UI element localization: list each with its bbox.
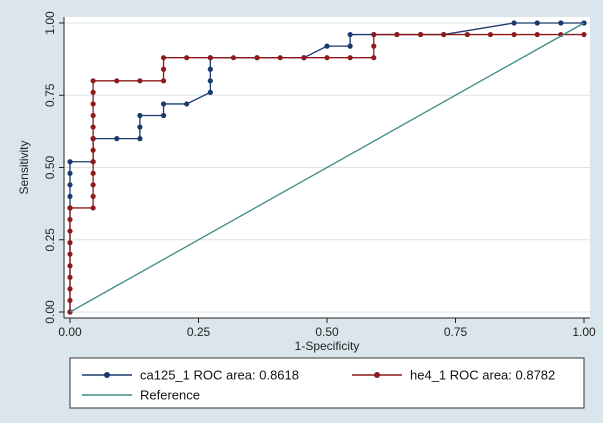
- series-1-point-38: [371, 31, 377, 38]
- series-1-point-34: [324, 55, 330, 61]
- legend-box: [69, 357, 585, 409]
- series-0-point-28: [511, 20, 517, 26]
- series-1-point-25: [160, 78, 167, 84]
- axis-ticks: 0.00 0.25 0.50 0.75 1.00 0.00 0.25 0.50 0.75 1.00: [43, 11, 596, 339]
- series-1-point-3: [67, 274, 73, 280]
- series-1: [67, 31, 587, 315]
- series-1-point-18: [90, 124, 96, 130]
- series-1-point-37: [371, 43, 377, 49]
- series-0-point-5: [67, 159, 73, 165]
- legend-label-2: Reference: [140, 388, 200, 403]
- series-1-point-33: [301, 55, 307, 61]
- series-2: [69, 22, 585, 313]
- legend-entry-2: Reference: [82, 388, 200, 403]
- legend-swatch-marker-1: [374, 372, 380, 378]
- series-0-point-3: [67, 182, 73, 188]
- series-1-point-13: [90, 182, 96, 188]
- series-0-point-17: [207, 66, 213, 72]
- legend-entry-1: he4_1 ROC area: 0.8782: [352, 368, 555, 383]
- series-line-2: [69, 22, 585, 313]
- y-axis-label: Sensitivity: [17, 140, 31, 194]
- legend-entries: ca125_1 ROC area: 0.8618 he4_1 ROC area: …: [82, 368, 555, 403]
- series-1-point-6: [67, 240, 73, 246]
- series-0-point-14: [184, 101, 190, 107]
- series-0-point-11: [137, 112, 143, 119]
- series-0-point-9: [137, 136, 143, 142]
- series-1-point-20: [90, 101, 96, 107]
- legend-label-1: he4_1 ROC area: 0.8782: [410, 368, 555, 383]
- series-1-point-21: [90, 89, 96, 95]
- series-1-point-4: [67, 263, 73, 269]
- series-0-point-13: [160, 101, 167, 107]
- series-0-point-22: [347, 43, 353, 49]
- series-1-point-32: [277, 55, 283, 61]
- series-1-point-30: [230, 55, 237, 61]
- y-tick-label-2: 0.50: [43, 155, 57, 179]
- series-0-point-4: [67, 170, 73, 176]
- legend-swatch-marker-0: [104, 372, 110, 378]
- series-1-point-41: [441, 31, 447, 38]
- series-1-point-27: [160, 55, 167, 61]
- y-tick-label-4: 1.00: [43, 11, 57, 35]
- series-0-point-2: [67, 193, 73, 199]
- y-tick-label-0: 0.00: [43, 300, 57, 324]
- series-1-point-2: [67, 286, 73, 292]
- series-1-point-47: [581, 31, 587, 38]
- series-1-point-39: [394, 31, 400, 38]
- series-0-point-16: [207, 78, 213, 84]
- series-0-point-12: [160, 112, 167, 119]
- legend: ca125_1 ROC area: 0.8618 he4_1 ROC area: …: [69, 357, 585, 409]
- series-1-point-12: [90, 193, 96, 199]
- series-1-point-24: [137, 78, 143, 84]
- series-1-point-5: [67, 251, 73, 257]
- x-tick-label-4: 1.00: [572, 325, 596, 339]
- series-0-point-29: [534, 20, 540, 26]
- series-1-point-36: [371, 55, 377, 61]
- series-0-point-10: [137, 124, 143, 130]
- series-0-point-8: [114, 136, 120, 142]
- series-1-point-17: [90, 136, 96, 142]
- series-1-point-10: [67, 205, 73, 211]
- series-1-point-16: [90, 147, 96, 153]
- series-1-point-31: [254, 55, 260, 61]
- series-0-point-21: [324, 43, 330, 49]
- series-0-point-15: [207, 89, 213, 95]
- y-tick-label-3: 0.75: [43, 83, 57, 107]
- series-0-point-23: [347, 31, 353, 38]
- legend-entry-0: ca125_1 ROC area: 0.8618: [82, 368, 299, 383]
- series-1-point-35: [347, 55, 353, 61]
- x-tick-label-1: 0.25: [187, 325, 211, 339]
- x-tick-label-3: 0.75: [444, 325, 468, 339]
- y-tick-label-1: 0.25: [43, 228, 57, 252]
- series-1-point-22: [90, 78, 96, 84]
- series-1-point-44: [511, 31, 517, 38]
- series-1-point-28: [184, 55, 190, 61]
- series-1-point-7: [67, 228, 73, 234]
- series-1-point-14: [90, 170, 96, 176]
- x-tick-label-0: 0.00: [58, 325, 82, 339]
- series-1-point-1: [67, 297, 73, 304]
- series-1-point-23: [114, 78, 120, 84]
- series-layer: [67, 20, 587, 315]
- series-1-point-40: [417, 31, 424, 38]
- x-axis-label: 1-Specificity: [295, 339, 360, 353]
- series-1-point-19: [90, 112, 96, 119]
- series-1-point-43: [487, 31, 494, 38]
- series-1-point-29: [207, 55, 213, 61]
- series-1-point-45: [534, 31, 540, 38]
- series-1-point-26: [160, 66, 167, 72]
- legend-label-0: ca125_1 ROC area: 0.8618: [140, 368, 299, 383]
- x-tick-label-2: 0.50: [315, 325, 339, 339]
- series-1-point-42: [464, 31, 470, 38]
- series-1-point-15: [90, 159, 96, 165]
- series-1-point-11: [90, 205, 96, 211]
- series-1-point-8: [67, 216, 73, 223]
- series-0-point-30: [558, 20, 564, 26]
